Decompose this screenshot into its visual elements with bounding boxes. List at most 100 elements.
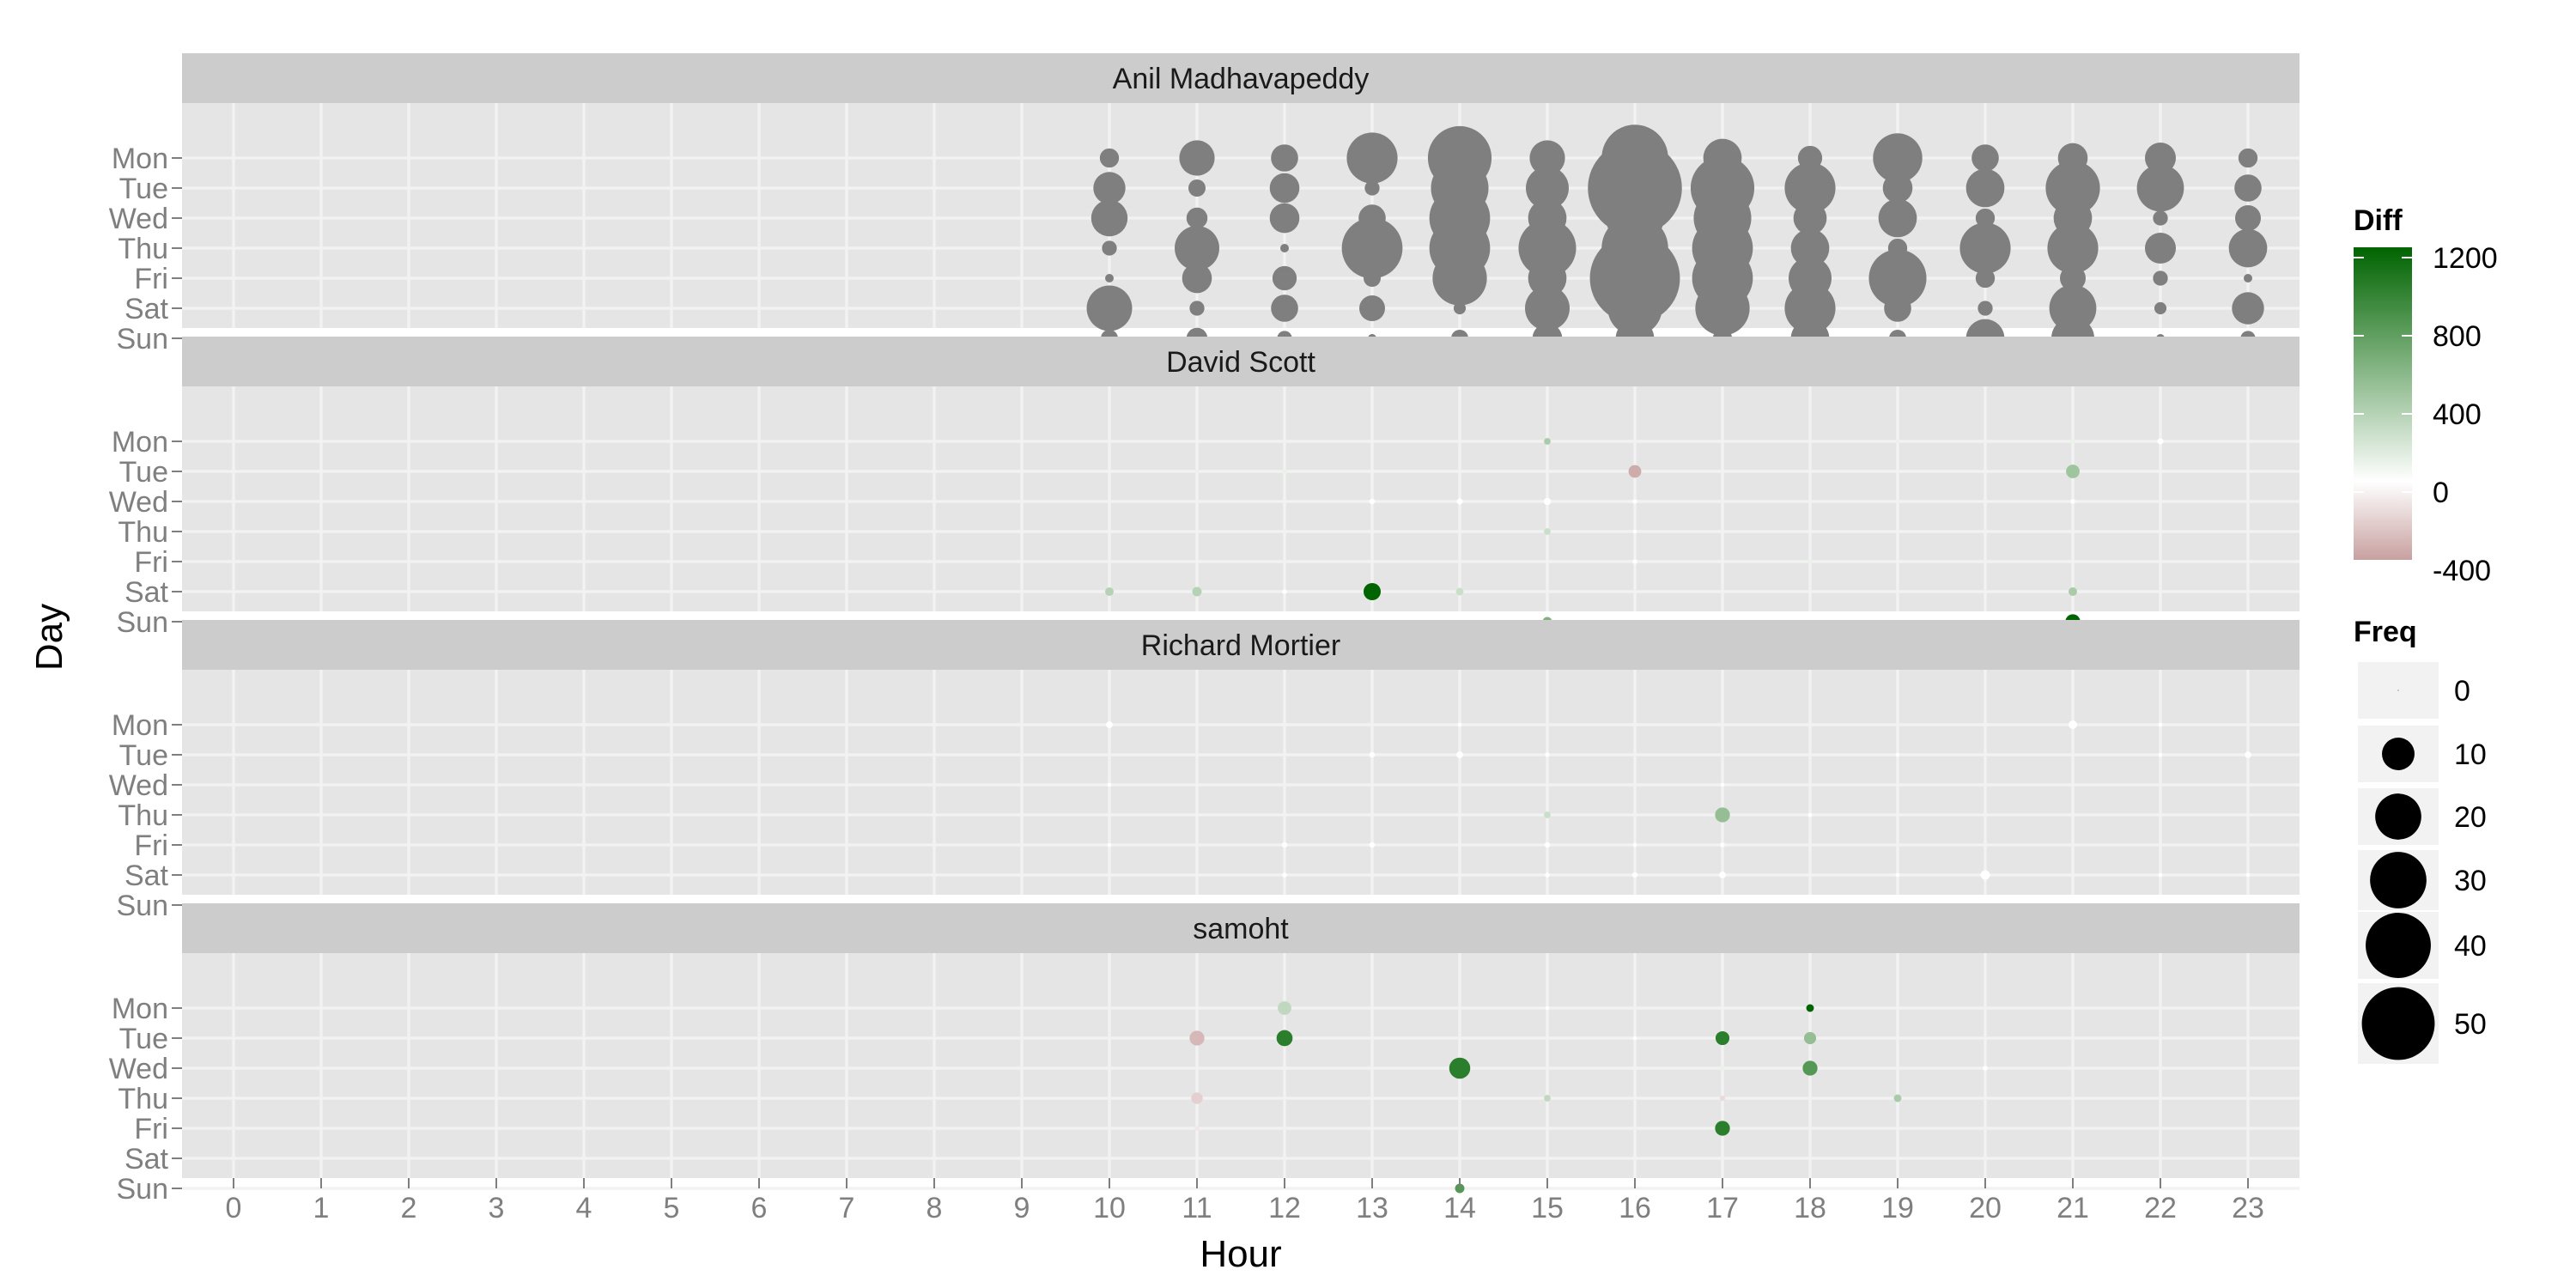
x-tick-label: 19 [1881,1192,1914,1224]
data-point [1793,201,1827,235]
data-point [1189,301,1205,316]
panels: Anil MadhavapeddyMonTueWedThuFriSatSunDa… [109,53,2300,1206]
data-point [1189,1030,1205,1046]
data-point [2235,205,2261,231]
freq-legend-label: 30 [2454,865,2487,897]
diff-legend-label: 1200 [2433,242,2498,275]
data-point [2047,222,2099,274]
freq-legend-symbol [2375,793,2421,840]
panel-background [182,103,2300,328]
data-point [2069,587,2077,596]
x-tick-label: 15 [1531,1192,1564,1224]
x-tick-label: 23 [2232,1192,2264,1224]
data-point [1884,295,1911,322]
data-point [1544,811,1551,818]
data-point [1269,203,1300,234]
panel-title: samoht [1193,913,1289,945]
data-point [1720,842,1725,848]
data-point [1525,286,1570,331]
data-point [1432,251,1487,306]
data-point [2070,499,2075,504]
x-tick-label: 13 [1356,1192,1388,1224]
x-tick-label: 18 [1794,1192,1826,1224]
y-tick-label: Fri [134,829,168,862]
data-point [1882,173,1913,204]
data-point [1455,587,1464,596]
data-point [1965,168,2005,208]
data-point [1544,438,1551,445]
diff-legend-label: 400 [2433,398,2482,431]
data-point [1271,144,1298,172]
data-point [1528,258,1567,298]
data-point [2245,751,2251,758]
data-point [1364,270,1381,287]
y-tick-label: Thu [118,233,168,265]
y-tick-label: Mon [112,143,168,175]
data-point [1784,162,1836,214]
y-tick-label: Wed [109,203,168,235]
data-point [1806,1004,1814,1012]
data-point [1457,722,1462,727]
data-point [1107,842,1112,848]
y-tick-label: Sat [125,860,169,892]
freq-legend-symbol [2370,852,2427,908]
data-point [1281,841,1288,848]
y-tick-label: Tue [119,739,168,772]
data-point [2144,232,2177,264]
y-tick-label: Wed [109,486,168,519]
y-tick-label: Tue [119,173,168,205]
freq-legend-symbol [2366,913,2431,978]
data-point [1873,133,1923,183]
data-point [1194,469,1200,474]
y-tick-label: Tue [119,456,168,489]
data-point [1518,219,1577,277]
data-point [1456,498,1463,505]
data-point [1607,281,1662,336]
x-tick-label: 22 [2144,1192,2177,1224]
y-tick-label: Tue [119,1023,168,1055]
data-point [1456,751,1463,758]
data-point [1807,812,1813,817]
data-point [1099,148,1120,168]
diff-legend-label: -400 [2433,555,2491,587]
y-tick-label: Thu [118,516,168,549]
data-point [1526,167,1569,210]
data-point [1346,132,1398,184]
freq-legend-label: 0 [2454,675,2470,708]
diff-legend-label: 800 [2433,320,2482,353]
data-point [1975,208,1996,228]
freq-legend: Freq 0 10 20 30 40 50 [2354,616,2487,1066]
y-tick-label: Sun [117,1173,169,1206]
data-point [2069,438,2076,445]
data-point [1632,559,1637,564]
data-point [1102,240,1117,256]
data-point [1715,1030,1730,1046]
panel-title: Richard Mortier [1141,629,1340,662]
data-point [2153,270,2168,286]
panel-background [182,386,2300,611]
x-tick-label: 12 [1268,1192,1301,1224]
y-tick-label: Sun [117,890,169,922]
x-tick-label: 1 [313,1192,330,1224]
x-tick-label: 11 [1182,1192,1212,1224]
data-point [2244,274,2252,283]
freq-legend-label: 10 [2454,738,2487,771]
panel-title: Anil Madhavapeddy [1113,63,1370,95]
y-tick-label: Sat [125,1143,169,1176]
freq-legend-label: 50 [2454,1008,2487,1041]
data-point [1868,249,1927,307]
freq-legend-symbol [2397,690,2399,691]
data-point [1186,207,1208,229]
data-point [1544,841,1551,848]
data-point [2045,161,2100,216]
data-point [2158,872,2163,878]
y-tick-label: Wed [109,1053,168,1085]
y-tick-label: Sat [125,576,169,609]
x-tick-label: 10 [1093,1192,1126,1224]
data-point [1895,872,1900,878]
freq-legend-label: 20 [2454,801,2487,834]
data-point [1545,872,1550,878]
